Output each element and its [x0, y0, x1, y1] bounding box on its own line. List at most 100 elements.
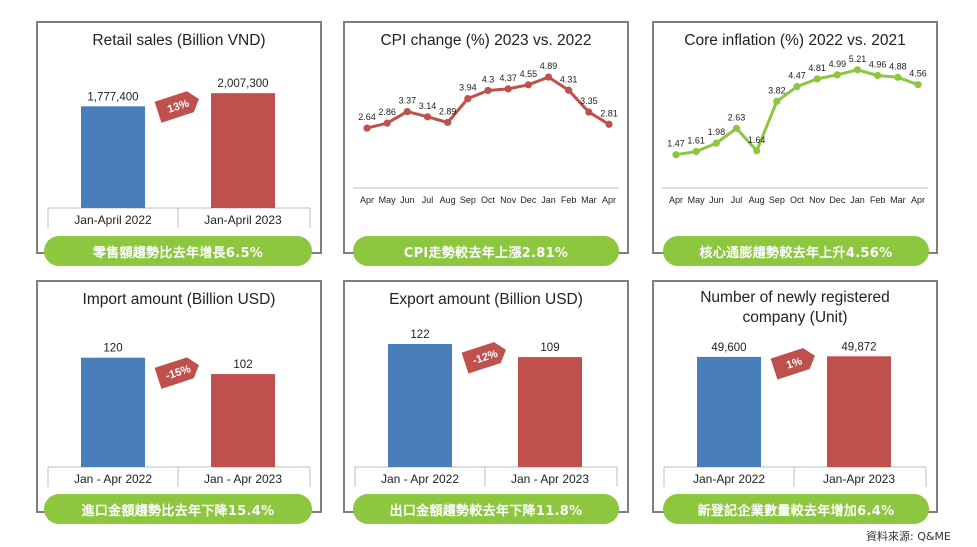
bar-value-label: 109 [540, 342, 559, 354]
data-point [813, 75, 821, 83]
data-label: 4.89 [540, 61, 558, 71]
data-label: 3.37 [399, 96, 417, 106]
bar-value-label: 2,007,300 [217, 78, 268, 90]
data-label: 4.31 [560, 74, 578, 84]
data-label: 2.89 [439, 106, 457, 116]
data-point [672, 151, 680, 159]
chart-title: CPI change (%) 2023 vs. 2022 [380, 32, 591, 49]
badge-shape [154, 91, 199, 123]
data-label: 4.55 [520, 69, 538, 79]
x-tick-label: Jan-April 2022 [74, 213, 152, 227]
x-tick-label: Aug [440, 195, 456, 205]
x-tick-label: Jan - Apr 2022 [74, 472, 152, 486]
data-label: 2.81 [600, 108, 618, 118]
badge-label: 1% [785, 355, 804, 371]
data-label: 2.64 [358, 112, 376, 122]
bar-value-label: 102 [233, 359, 252, 371]
x-tick-label: Apr [360, 195, 374, 205]
new-company-caption: 新登記企業數量較去年增加6.4% [663, 494, 929, 524]
chart-title: Export amount (Billion USD) [389, 291, 583, 308]
x-tick-label: Jun [400, 195, 415, 205]
data-point [914, 80, 922, 89]
data-point [712, 139, 720, 147]
badge-shape [154, 357, 199, 389]
data-label: 1.47 [667, 139, 685, 149]
x-tick-label: Jan-Apr 2022 [693, 472, 765, 486]
x-tick-label: Jul [422, 195, 434, 205]
x-tick-label: Aug [749, 195, 765, 205]
data-label: 3.14 [419, 101, 437, 111]
data-point [565, 86, 573, 94]
x-tick-label: Mar [581, 195, 597, 205]
x-tick-label: Nov [500, 195, 517, 205]
data-point [504, 85, 512, 93]
x-tick-label: May [379, 195, 397, 205]
bar [211, 374, 275, 467]
retail-sales-panel: Retail sales (Billion VND) 1,777,400 Jan-A… [36, 21, 322, 254]
data-point [853, 66, 862, 74]
x-tick-label: Dec [520, 195, 537, 205]
x-tick-label: Jan [541, 195, 556, 205]
badge-shape [461, 342, 506, 374]
bar-value-label: 49,872 [841, 341, 876, 353]
x-tick-label: Jan [850, 195, 865, 205]
new-company-panel: Number of newly registered company (Unit)… [652, 280, 938, 513]
data-label: 1.64 [748, 135, 766, 145]
bar-value-label: 49,600 [711, 342, 746, 354]
bar [81, 106, 145, 208]
change-badge: -12% [461, 342, 506, 374]
x-tick-label: Apr [669, 195, 683, 205]
data-label: 4.88 [889, 61, 907, 71]
data-point [605, 120, 613, 128]
x-tick-label: Jan - Apr 2023 [511, 472, 589, 486]
x-tick-label: Sep [769, 195, 785, 205]
data-label: 4.3 [482, 74, 495, 84]
cpi-change-panel: CPI change (%) 2023 vs. 2022 2.64 Apr 2.86 M… [343, 21, 629, 254]
bar [211, 93, 275, 208]
bar [827, 356, 891, 467]
data-label: 5.21 [849, 54, 867, 64]
retail-sales-chart: Retail sales (Billion VND) 1,777,400 Jan-A… [47, 32, 311, 228]
bar-value-label: 120 [103, 343, 122, 355]
export-amount-panel: Export amount (Billion USD) 122 Jan - Apr … [343, 280, 629, 513]
export-amount-caption: 出口金額趨勢較去年下降11.8% [353, 494, 619, 524]
data-point [874, 71, 882, 80]
chart-title: Retail sales (Billion VND) [92, 32, 265, 49]
data-label: 4.99 [829, 59, 847, 69]
data-label: 4.37 [499, 73, 517, 83]
import-amount-caption: 進口金額趨勢比去年下降15.4% [44, 494, 312, 524]
data-point [403, 107, 411, 116]
cpi-change-chart: CPI change (%) 2023 vs. 2022 2.64 Apr 2.86 M… [353, 32, 619, 205]
data-point [833, 71, 841, 79]
x-tick-label: Jan - Apr 2022 [381, 472, 459, 486]
data-label: 4.81 [808, 63, 826, 73]
x-tick-label: Oct [481, 195, 496, 205]
data-point [363, 124, 371, 132]
x-tick-label: Feb [561, 195, 577, 205]
data-point [524, 81, 532, 89]
x-tick-label: May [688, 195, 706, 205]
chart-title: Import amount (Billion USD) [83, 291, 276, 308]
series-line [675, 68, 919, 157]
data-label: 3.35 [580, 96, 598, 106]
new-company-chart: Number of newly registered company (Unit)… [663, 289, 927, 487]
x-tick-label: Dec [829, 195, 846, 205]
x-tick-label: Apr [602, 195, 616, 205]
data-label: 2.63 [728, 112, 746, 122]
core-inflation-chart: Core inflation (%) 2022 vs. 2021 1.47 Apr 1… [662, 32, 928, 205]
data-label: 1.98 [708, 127, 726, 137]
badge-shape [770, 348, 815, 380]
data-point [383, 119, 391, 127]
data-label: 3.94 [459, 83, 477, 93]
x-tick-label: Jan-April 2023 [204, 213, 282, 227]
data-point [692, 147, 700, 156]
data-point [773, 97, 781, 105]
retail-sales-caption: 零售額趨勢比去年增長6.5% [44, 236, 312, 266]
bar [388, 344, 452, 467]
data-label: 4.56 [909, 69, 927, 79]
change-badge: 13% [154, 91, 199, 123]
cpi-change-caption: CPI走勢較去年上漲2.81% [353, 236, 619, 266]
data-point [484, 86, 492, 95]
x-tick-label: Sep [460, 195, 476, 205]
x-tick-label: Nov [809, 195, 826, 205]
